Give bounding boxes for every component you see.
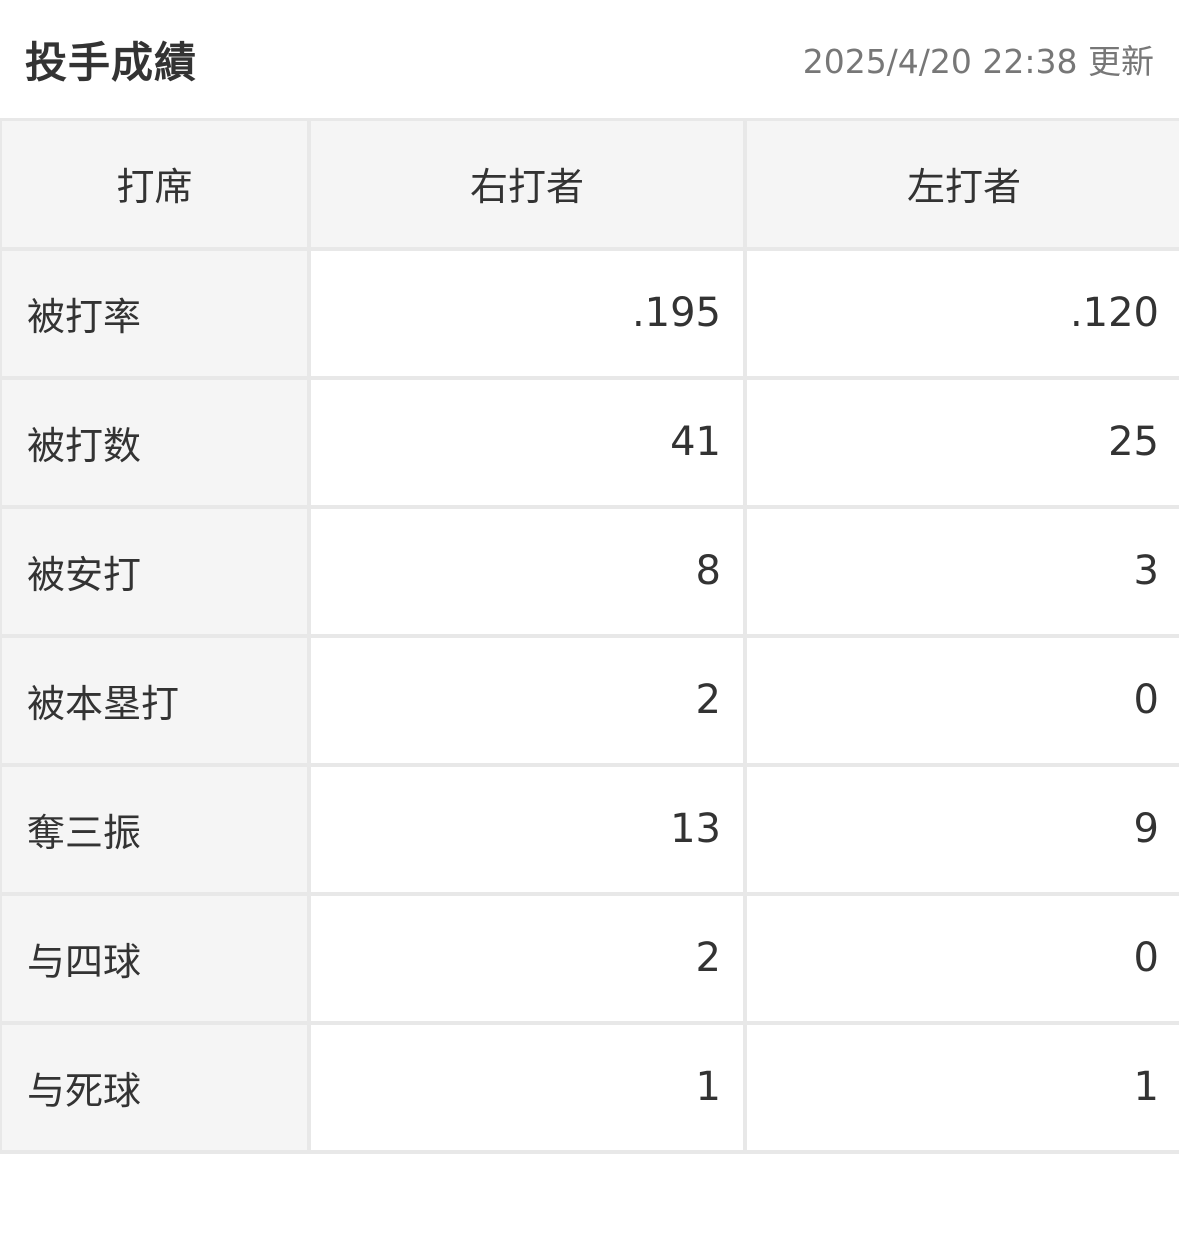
left-batter-value: 9 (743, 762, 1179, 896)
table-row: 被打数 41 25 (0, 375, 1179, 509)
right-batter-value: 8 (307, 504, 747, 638)
right-batter-value: 2 (307, 633, 747, 767)
row-label: 被打率 (0, 246, 311, 380)
row-label: 与死球 (0, 1020, 311, 1154)
row-label: 与四球 (0, 891, 311, 1025)
page-title: 投手成績 (25, 37, 198, 87)
updated-timestamp: 2025/4/20 22:38 更新 (802, 42, 1154, 81)
right-batter-value: 1 (307, 1020, 747, 1154)
left-batter-value: 1 (743, 1020, 1179, 1154)
table-row: 奪三振 13 9 (0, 762, 1179, 896)
row-label: 被安打 (0, 504, 311, 638)
pitching-stats-table: 打席 右打者 左打者 被打率 .195.120 被打数 41 25 被安打 8 3 被本塁打 2 0… (0, 118, 1179, 1154)
right-batter-value: .195 (307, 246, 747, 380)
table-row: 被本塁打 2 0 (0, 633, 1179, 767)
table-row: 被打率 .195.120 (0, 246, 1179, 380)
table-row: 被安打 8 3 (0, 504, 1179, 638)
left-batter-value: 0 (743, 891, 1179, 1025)
section-header: 投手成績 2025/4/20 22:38 更新 (0, 0, 1179, 118)
left-batter-value: 25 (743, 375, 1179, 509)
column-header-plate: 打席 (0, 118, 311, 251)
left-batter-value: 0 (743, 633, 1179, 767)
column-header-right-batter: 右打者 (307, 118, 747, 251)
left-batter-value: .120 (743, 246, 1179, 380)
table-row: 与死球 1 1 (0, 1020, 1179, 1154)
right-batter-value: 13 (307, 762, 747, 896)
column-header-left-batter: 左打者 (743, 118, 1179, 251)
table-header-row: 打席 右打者 左打者 (0, 118, 1179, 251)
row-label: 被本塁打 (0, 633, 311, 767)
row-label: 被打数 (0, 375, 311, 509)
left-batter-value: 3 (743, 504, 1179, 638)
right-batter-value: 41 (307, 375, 747, 509)
right-batter-value: 2 (307, 891, 747, 1025)
table-row: 与四球 2 0 (0, 891, 1179, 1025)
row-label: 奪三振 (0, 762, 311, 896)
